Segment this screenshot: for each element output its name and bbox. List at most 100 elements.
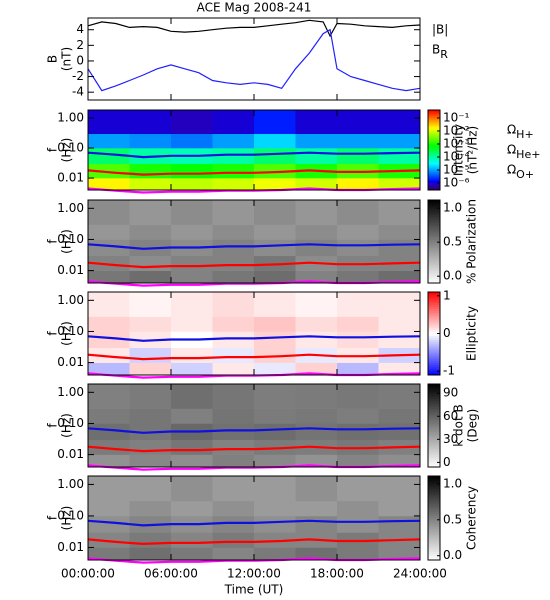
colorbar-tick-label: -1 xyxy=(443,364,455,378)
heatmap-cell xyxy=(212,476,255,502)
colorbar-segment xyxy=(428,335,440,339)
colorbar-segment xyxy=(428,360,440,363)
heatmap-cell xyxy=(212,515,255,533)
colorbar-segment xyxy=(428,214,440,217)
colorbar-tick-label: 10⁻⁶ xyxy=(443,176,470,190)
heatmap-cell xyxy=(337,423,379,441)
colorbar-segment xyxy=(428,433,440,437)
heatmap-cell xyxy=(88,532,130,548)
colorbar-label: Coherency xyxy=(465,486,479,550)
colorbar-segment xyxy=(428,168,440,171)
colorbar-segment xyxy=(428,478,440,481)
colorbar-segment xyxy=(428,410,440,414)
heatmap-cell xyxy=(129,500,172,517)
colorbar-label: % Polarization xyxy=(465,199,479,284)
colorbar-segment xyxy=(428,362,440,366)
heatmap-cell xyxy=(295,200,338,225)
y-axis-label: f xyxy=(46,331,60,336)
colorbar-segment xyxy=(428,413,440,416)
series-line xyxy=(87,353,421,361)
colorbar-segment xyxy=(428,352,440,355)
colorbar-segment xyxy=(428,454,440,458)
y-axis-label: f xyxy=(46,147,60,152)
colorbar-segment xyxy=(428,229,440,232)
heatmap-cell xyxy=(129,362,172,376)
heatmap-cell xyxy=(88,476,130,502)
colorbar-segment xyxy=(428,316,440,320)
heatmap-cell xyxy=(295,476,338,502)
y-tick-label: 0.01 xyxy=(57,171,84,185)
heatmap-cell xyxy=(212,148,255,165)
colorbar-segment xyxy=(428,128,440,131)
colorbar-segment xyxy=(428,435,440,439)
heatmap-cell xyxy=(212,200,255,225)
colorbar-frame xyxy=(427,383,441,468)
heatmap-cell xyxy=(171,163,213,179)
colorbar-segment xyxy=(428,325,440,328)
heatmap-cell xyxy=(378,224,421,240)
heatmap-cell xyxy=(129,476,172,502)
colorbar-segment xyxy=(428,505,440,508)
colorbar-segment xyxy=(428,249,440,253)
colorbar-segment xyxy=(428,400,440,404)
heatmap-cell xyxy=(378,270,421,284)
colorbar-segment xyxy=(428,274,440,278)
colorbar-segment xyxy=(428,388,440,391)
colorbar-segment xyxy=(428,488,440,492)
heatmap-cell xyxy=(129,316,172,332)
colorbar-segment xyxy=(428,384,440,387)
heatmap-cell xyxy=(171,362,213,376)
y-tick-label: 4 xyxy=(76,22,84,36)
colorbar-segment xyxy=(428,366,440,370)
colorbar-segment xyxy=(428,482,440,485)
heatmap-cell xyxy=(295,384,338,409)
colorbar-segment xyxy=(428,208,440,211)
heatmap-cell xyxy=(295,178,338,191)
y-axis-label: (Hz) xyxy=(60,229,74,254)
colorbar-tick-label: 0 xyxy=(443,455,451,469)
colorbar-segment xyxy=(428,256,440,259)
colorbar-tick-label: 0.5 xyxy=(443,235,462,249)
heatmap-cell xyxy=(254,362,296,376)
y-tick-label: 0 xyxy=(76,53,84,67)
colorbar-segment xyxy=(428,268,440,271)
heatmap-cell xyxy=(337,200,379,225)
heatmap-cell xyxy=(171,454,213,468)
colorbar-segment xyxy=(428,314,440,318)
colorbar-segment xyxy=(428,226,440,230)
colorbar-segment xyxy=(428,188,440,191)
heatmap-cell xyxy=(171,270,213,284)
y-axis-label: f xyxy=(46,515,60,520)
colorbar-segment xyxy=(428,140,440,143)
heatmap-cell xyxy=(337,362,379,376)
heatmap-cell xyxy=(295,362,338,376)
colorbar-tick-label: 0.0 xyxy=(443,269,462,283)
heatmap-cell xyxy=(212,224,255,240)
colorbar-segment xyxy=(428,239,440,242)
legend-label: BR xyxy=(432,43,448,62)
colorbar-segment xyxy=(428,166,440,169)
colorbar-segment xyxy=(428,545,440,548)
colorbar-segment xyxy=(428,425,440,428)
heatmap-cell xyxy=(212,331,255,349)
colorbar-segment xyxy=(428,164,440,167)
colorbar-segment xyxy=(428,280,440,284)
colorbar-segment xyxy=(428,148,440,151)
colorbar-frame xyxy=(427,475,441,561)
heatmap-cell xyxy=(295,239,338,257)
colorbar-segment xyxy=(428,499,440,502)
heatmap-cell xyxy=(254,500,296,517)
heatmap-cell xyxy=(171,255,213,271)
heatmap-cell xyxy=(378,500,421,517)
colorbar-segment xyxy=(428,206,440,209)
colorbar-segment xyxy=(428,427,440,431)
heatmap-cell xyxy=(171,133,213,149)
colorbar-segment xyxy=(428,492,440,496)
heatmap-cell xyxy=(212,110,255,135)
heatmap-cell xyxy=(129,200,172,225)
colorbar-segment xyxy=(428,156,440,159)
heatmap-cell xyxy=(129,178,172,191)
colorbar-tick-label: 60 xyxy=(443,409,458,423)
heatmap-cell xyxy=(88,200,130,225)
heatmap-cell xyxy=(129,384,172,409)
